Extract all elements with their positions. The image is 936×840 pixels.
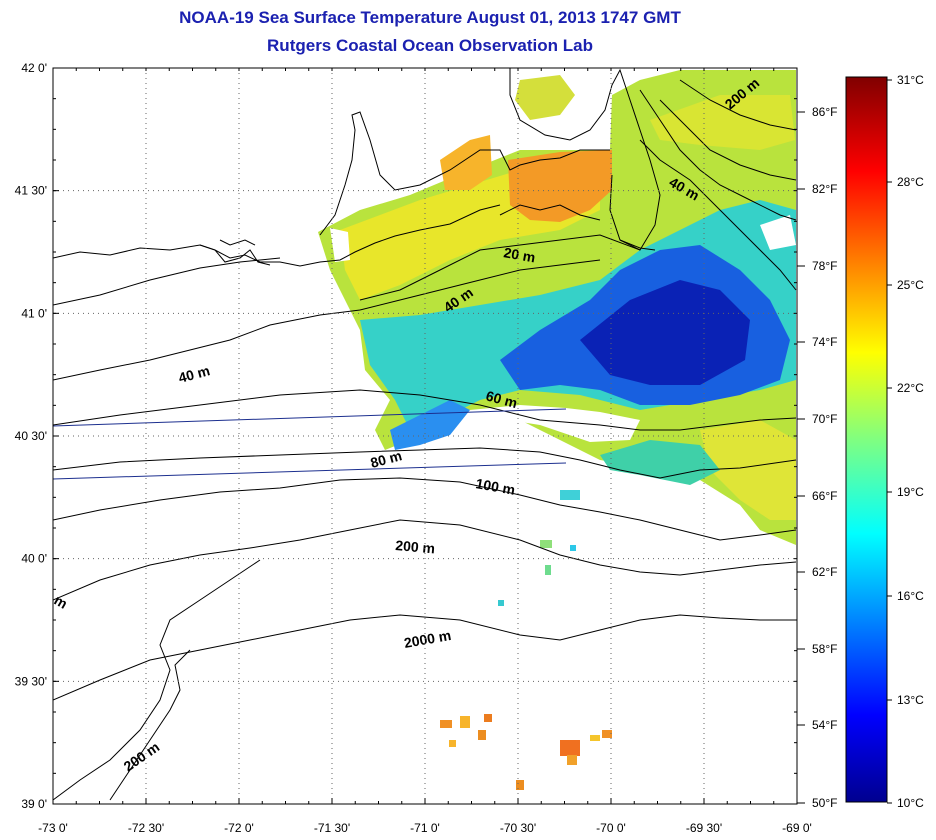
lat-tick-label: 39 0' [21,797,47,811]
contour-label: m [52,592,71,612]
map-axis-labels: 42 0' 41 30' 41 0' 40 30' 40 0' 39 30' 39 0' -7… [15,61,838,835]
contour-60m [53,389,797,431]
sst-patch-orange-1 [508,150,612,222]
contour-label: 200 m [121,739,163,775]
sst-pixel [460,716,470,728]
sst-pixel [567,755,577,765]
colorbar-tick-label: 25°C [897,278,924,292]
fahrenheit-tick-label: 54°F [812,718,837,732]
colorbar-labels: 31°C 28°C 25°C 22°C 19°C 16°C 13°C 10°C [887,73,924,810]
cloud-gap-2 [760,215,796,250]
lat-tick-label: 41 0' [21,306,47,320]
fahrenheit-tick-label: 78°F [812,259,837,273]
fahrenheit-tick-label: 82°F [812,182,837,196]
lat-tick-label: 42 0' [21,61,47,75]
lat-tick-label: 40 0' [21,552,47,566]
sst-pixel [545,565,551,575]
colorbar-tick-label: 13°C [897,693,924,707]
contour-label: 40 m [177,362,212,386]
cloud-gap-3 [330,228,350,262]
map-title: NOAA-19 Sea Surface Temperature August 0… [179,8,681,27]
colorbar-tick-label: 10°C [897,796,924,810]
fahrenheit-tick-label: 86°F [812,105,837,119]
sst-patch-cyan-s [600,440,720,485]
contour-40m-west [53,309,361,381]
contour-40m-mid [359,259,601,311]
coastline-islands [499,204,656,251]
lon-tick-label: -73 0' [38,821,68,835]
sst-patch-orange-2 [440,135,492,190]
map-ticks [52,67,805,805]
fahrenheit-tick-label: 50°F [812,796,837,810]
contour-label: 200 m [395,537,436,556]
contour-100m [53,477,797,541]
sst-pixel [498,600,504,606]
contour-ne-shelf-3 [679,79,797,131]
contour-deep-canyon [109,649,191,801]
sst-pixel [570,545,576,551]
lon-tick-label: -69 30' [686,821,722,835]
contour-label: 20 m [502,244,536,265]
sst-pixel [590,735,600,741]
lon-tick-label: -70 0' [596,821,626,835]
colorbar-tick-label: 31°C [897,73,924,87]
lon-tick-label: -72 30' [128,821,164,835]
fahrenheit-tick-label: 62°F [812,565,837,579]
contour-2000m [53,614,796,701]
contour-label: 60 m [484,387,519,411]
colorbar [845,76,888,803]
sst-patch-darkblue [580,280,750,385]
sst-pixel [484,714,492,722]
track-line-south [52,462,567,480]
sst-pixel [516,780,524,790]
lon-tick-label: -71 0' [410,821,440,835]
sst-pixel [602,730,612,738]
fahrenheit-tick-label: 58°F [812,642,837,656]
colorbar-tick-label: 22°C [897,381,924,395]
sst-pixel [540,540,552,548]
coastline-maze [199,239,271,266]
map-subtitle: Rutgers Coastal Ocean Observation Lab [267,36,593,55]
contour-label: 100 m [474,475,516,498]
contour-40m-ne [639,139,797,291]
colorbar-tick-label: 16°C [897,589,924,603]
sst-pixel [560,740,580,756]
coastline-long-island [53,204,501,306]
map-grid [53,68,797,804]
sst-pixel [560,490,580,500]
coastline-layer [53,68,661,306]
contour-ne-shelf-1 [639,89,797,221]
satellite-tracks [52,408,567,480]
colorbar-tick-label: 28°C [897,175,924,189]
fahrenheit-tick-label: 70°F [812,412,837,426]
lon-tick-label: -70 30' [500,821,536,835]
sst-patch-yellow-e [700,420,796,520]
cloud-gap-1 [470,405,640,442]
sst-pixel [449,740,456,747]
lat-tick-label: 40 30' [15,429,47,443]
lon-tick-label: -71 30' [314,821,350,835]
sst-patch-yellow-ne [650,95,795,150]
fahrenheit-tick-label: 74°F [812,335,837,349]
track-line-north [52,408,567,427]
sst-patch-orange-3 [515,75,575,120]
lon-tick-label: -72 0' [224,821,254,835]
colorbar-tick-label: 19°C [897,485,924,499]
fahrenheit-tick-label: 66°F [812,489,837,503]
lat-tick-label: 39 30' [15,674,47,688]
lon-tick-label: -69 0' [782,821,812,835]
contour-label: 80 m [369,447,404,471]
contour-80m [53,447,797,479]
contour-ne-shelf-2 [659,99,797,181]
sst-pixel [478,730,486,740]
sst-data-layer [318,70,796,790]
coastline-ct-ri [319,111,610,236]
contour-20m [359,234,641,301]
contour-label: 2000 m [403,627,453,651]
sst-pixel [440,720,452,728]
contour-200m-south [53,559,261,801]
lat-tick-label: 41 30' [15,184,47,198]
